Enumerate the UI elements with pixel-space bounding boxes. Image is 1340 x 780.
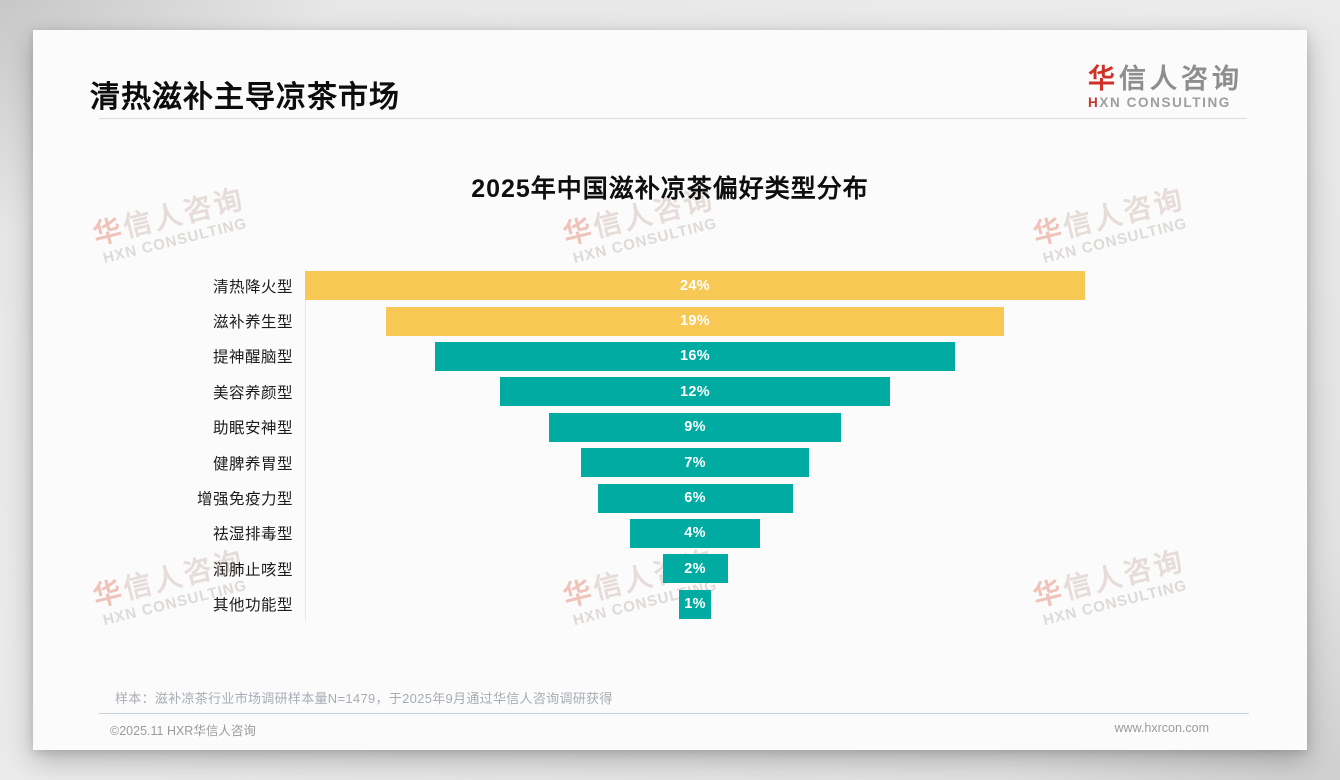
chart-row: 提神醒脑型 16% <box>33 339 1307 374</box>
category-label: 清热降火型 <box>212 278 293 296</box>
logo-cn-text: 华信人咨询 <box>1088 57 1243 96</box>
logo-cn-accent: 华 <box>1088 64 1119 94</box>
chart-row: 润肺止咳型 2% <box>33 551 1307 586</box>
bar-area: 6% <box>305 480 1307 515</box>
bar-area: 1% <box>305 587 1307 622</box>
logo-cn-rest: 信人咨询 <box>1119 64 1243 94</box>
category-label: 助眠安神型 <box>212 420 293 438</box>
slide: 华信人咨询 HXN CONSULTING 华信人咨询 HXN CONSULTING 华信… <box>33 30 1307 750</box>
funnel-bar: 12% <box>500 377 890 407</box>
bar-area: 4% <box>305 516 1307 551</box>
bar-area: 19% <box>305 303 1307 338</box>
category-label: 滋补养生型 <box>212 314 293 332</box>
chart-row: 祛湿排毒型 4% <box>33 516 1307 551</box>
bar-value-label: 6% <box>684 490 706 507</box>
chart-row: 其他功能型 1% <box>33 587 1307 622</box>
logo-en-accent: H <box>1088 95 1100 110</box>
chart-row: 滋补养生型 19% <box>33 303 1307 338</box>
footer-divider <box>99 713 1249 714</box>
funnel-bar: 2% <box>662 554 728 584</box>
copyright-text: ©2025.11 HXR华信人咨询 <box>110 724 256 738</box>
company-logo: 华信人咨询 HXN CONSULTING <box>1088 57 1243 110</box>
watermark-en-text: HXN CONSULTING <box>1041 214 1189 268</box>
funnel-bar: 6% <box>597 483 793 513</box>
category-label: 增强免疫力型 <box>196 491 293 509</box>
category-label: 提神醒脑型 <box>212 349 293 367</box>
funnel-bar: 19% <box>386 306 1004 336</box>
bar-value-label: 1% <box>684 596 706 613</box>
category-label: 美容养颜型 <box>212 384 293 402</box>
bar-value-label: 4% <box>684 525 706 542</box>
bar-area: 9% <box>305 410 1307 445</box>
funnel-bar: 9% <box>548 412 842 442</box>
category-label: 润肺止咳型 <box>212 561 293 579</box>
chart-axis-line <box>305 270 306 621</box>
category-label: 健脾养胃型 <box>212 455 293 473</box>
category-label: 祛湿排毒型 <box>212 526 293 544</box>
bar-area: 16% <box>305 339 1307 374</box>
bar-area: 7% <box>305 445 1307 480</box>
bar-value-label: 24% <box>680 277 710 294</box>
chart-row: 美容养颜型 12% <box>33 374 1307 409</box>
funnel-bar: 24% <box>305 271 1085 301</box>
funnel-bar: 16% <box>435 341 955 371</box>
funnel-bar: 7% <box>581 448 809 478</box>
chart-row: 健脾养胃型 7% <box>33 445 1307 480</box>
watermark-en-text: HXN CONSULTING <box>101 214 249 268</box>
header-divider <box>99 118 1247 119</box>
bar-value-label: 12% <box>680 383 710 400</box>
logo-en-rest: XN CONSULTING <box>1099 95 1231 110</box>
funnel-chart: 清热降火型 24% 滋补养生型 19% 提神醒脑型 16% 美容养颜型 12% 助眠安神型 9% 健… <box>33 268 1307 622</box>
website-text: www.hxrcon.com <box>1114 721 1209 735</box>
chart-row: 增强免疫力型 6% <box>33 480 1307 515</box>
chart-row: 清热降火型 24% <box>33 268 1307 303</box>
bar-value-label: 16% <box>680 348 710 365</box>
chart-row: 助眠安神型 9% <box>33 410 1307 445</box>
bar-value-label: 7% <box>684 454 706 471</box>
bar-area: 2% <box>305 551 1307 586</box>
logo-en-text: HXN CONSULTING <box>1088 95 1243 110</box>
bar-area: 12% <box>305 374 1307 409</box>
bar-area: 24% <box>305 268 1307 303</box>
chart-title: 2025年中国滋补凉茶偏好类型分布 <box>471 175 869 203</box>
bar-value-label: 9% <box>684 419 706 436</box>
bar-value-label: 19% <box>680 313 710 330</box>
funnel-bar: 4% <box>630 518 760 548</box>
sample-note: 样本：滋补凉茶行业市场调研样本量N=1479，于2025年9月通过华信人咨询调研… <box>115 691 613 706</box>
watermark-en-text: HXN CONSULTING <box>571 214 719 268</box>
bar-value-label: 2% <box>684 560 706 577</box>
category-label: 其他功能型 <box>212 597 293 615</box>
funnel-bar: 1% <box>678 589 712 619</box>
page-title: 清热滋补主导凉茶市场 <box>90 81 400 114</box>
